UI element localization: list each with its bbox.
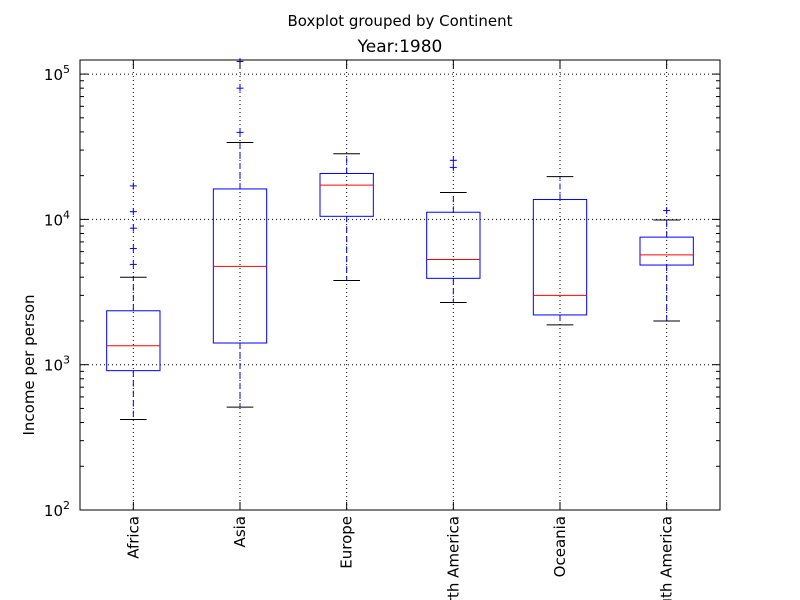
ticks: 102 103 104 105 Africa Asia Europe North Americ…	[44, 60, 720, 600]
x-tick-label: South America	[658, 516, 676, 600]
box-group	[319, 153, 374, 281]
outlier-point	[129, 182, 137, 190]
chart-title: Year:1980	[357, 37, 443, 57]
outlier-point	[449, 163, 457, 171]
outlier-point	[236, 128, 244, 136]
box-iqr	[106, 310, 161, 372]
x-tick-label: Africa	[124, 516, 142, 559]
box-iqr	[639, 236, 694, 266]
box-iqr	[532, 199, 588, 316]
boxes	[106, 58, 694, 420]
chart-suptitle: Boxplot grouped by Continent	[288, 12, 513, 30]
box-group	[532, 176, 588, 326]
outlier-point	[129, 208, 137, 216]
y-tick-label: 104	[44, 208, 70, 229]
x-tick-label: Asia	[231, 516, 249, 547]
y-axis-label: Income per person	[20, 294, 38, 435]
x-tick-label: Europe	[338, 516, 356, 569]
y-tick-label: 103	[44, 354, 70, 375]
outlier-point	[129, 260, 137, 268]
y-tick-label: 105	[44, 63, 70, 84]
box-group	[212, 58, 268, 408]
outlier-point	[663, 207, 671, 215]
outlier-point	[449, 156, 457, 164]
plot-frame	[79, 59, 721, 511]
box-group	[106, 182, 161, 420]
outlier-point	[129, 245, 137, 253]
box-iqr	[319, 172, 374, 217]
outlier-point	[236, 84, 244, 92]
box-iqr	[426, 211, 481, 279]
outlier-point	[129, 224, 137, 232]
y-tick-label: 102	[44, 499, 70, 520]
x-tick-label: Oceania	[551, 516, 569, 577]
x-tick-label: North America	[444, 516, 462, 600]
box-group	[639, 207, 694, 322]
grid-lines	[80, 60, 720, 510]
box-group	[426, 156, 481, 303]
